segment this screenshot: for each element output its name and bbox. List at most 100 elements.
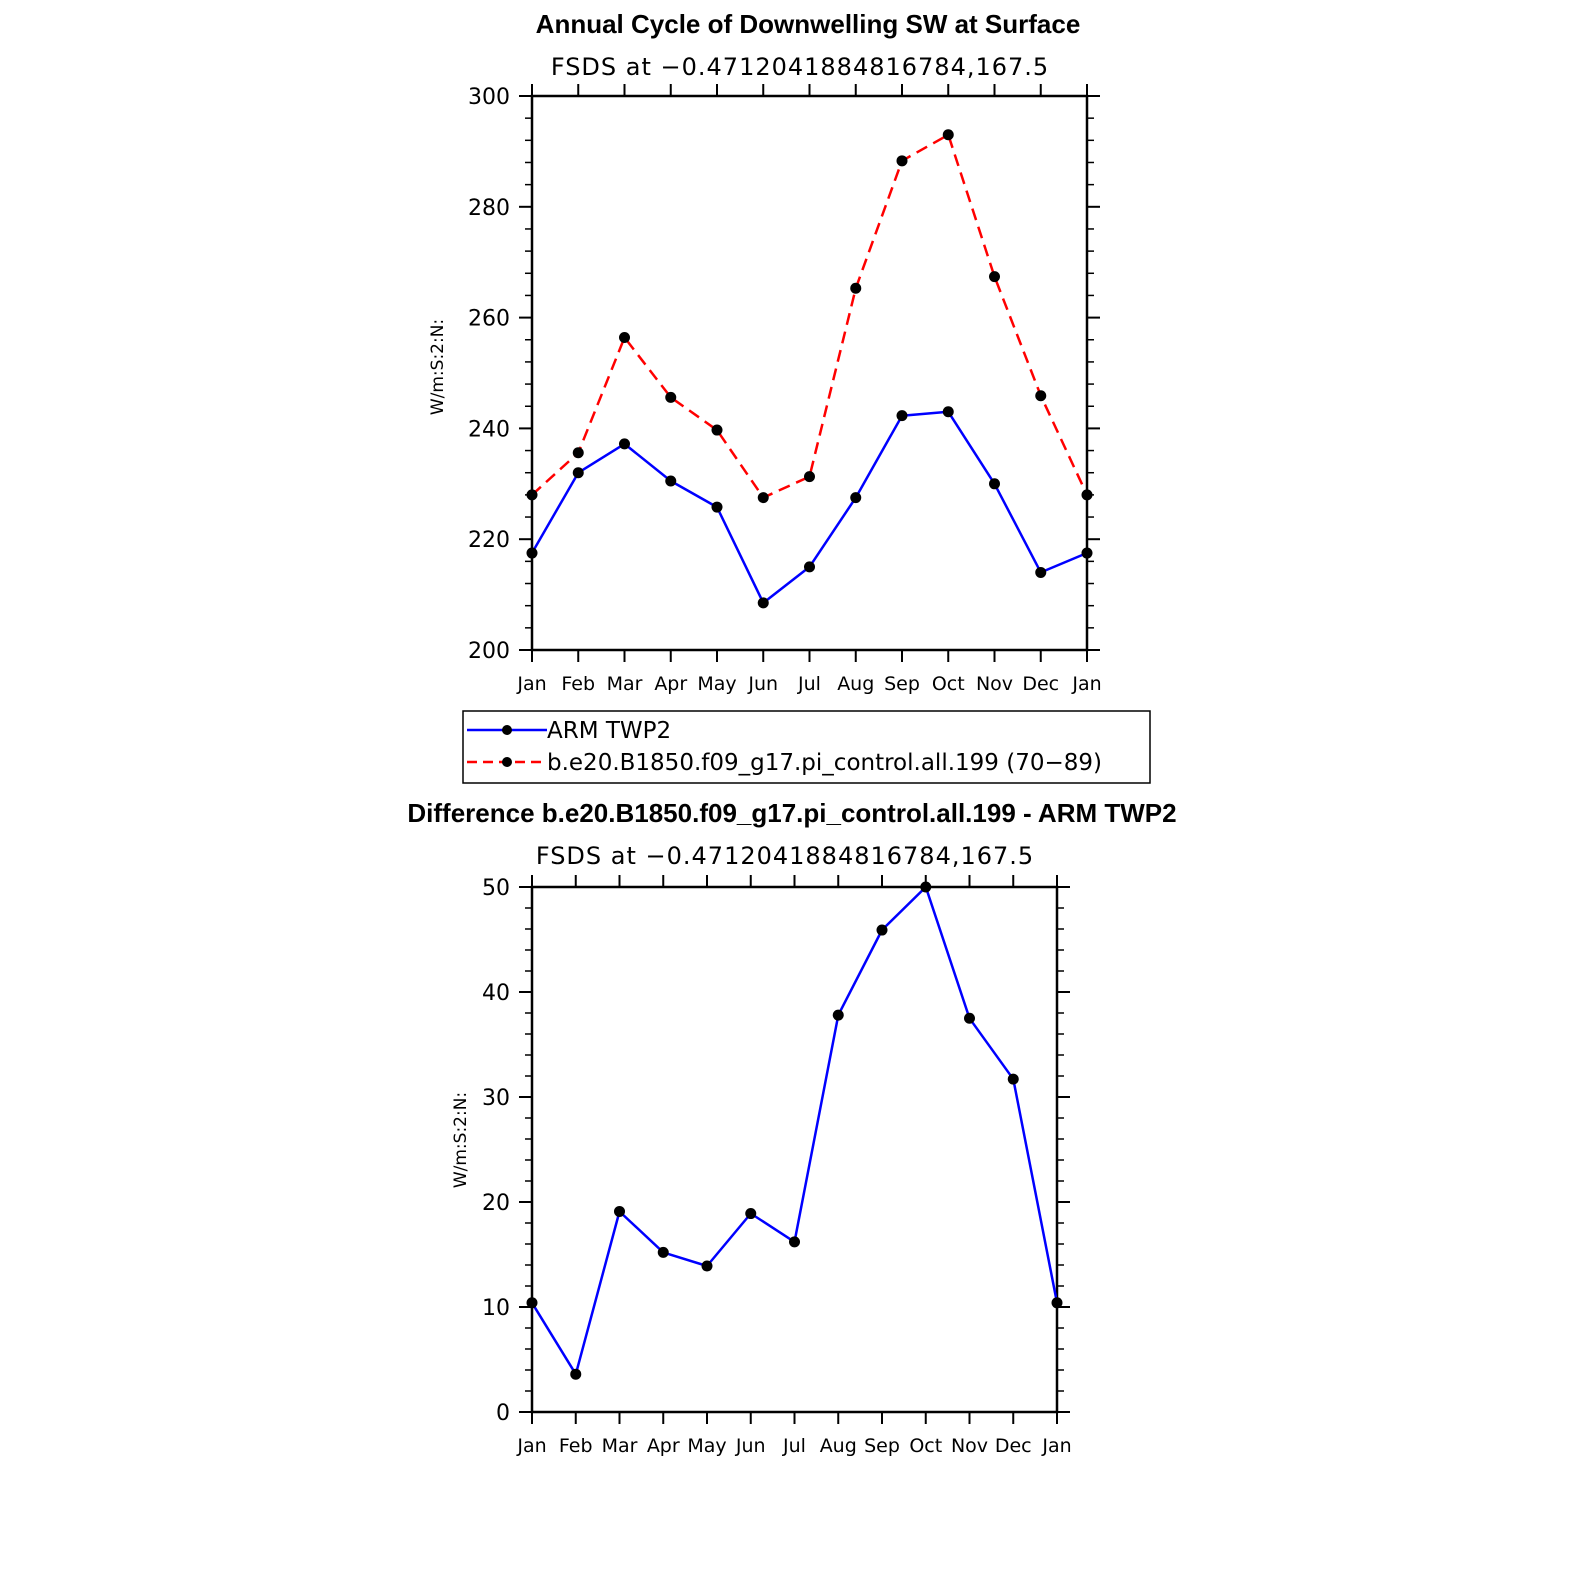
legend-label-series-2: b.e20.B1850.f09_g17.pi_control.all.199 (… <box>547 750 1102 776</box>
chart-title: Annual Cycle of Downwelling SW at Surfac… <box>536 9 1081 39</box>
x-tick-label: Dec <box>1022 673 1059 695</box>
axes: Jan Feb Mar Apr May Jun Jul Aug Sep Oct Nov Dec Jan 2… <box>468 84 1102 695</box>
data-point <box>942 406 954 418</box>
data-point <box>526 547 538 559</box>
data-point <box>711 501 723 513</box>
y-tick-label: 220 <box>468 528 510 553</box>
y-tick-label: 0 <box>496 1401 510 1426</box>
y-tick-label: 50 <box>482 876 510 901</box>
y-tick-label: 280 <box>468 196 510 221</box>
x-tick-label: Nov <box>976 673 1013 695</box>
data-point <box>789 1236 800 1248</box>
data-point <box>614 1205 625 1217</box>
x-tick-label: Dec <box>995 1435 1032 1457</box>
y-tick-label: 260 <box>468 307 510 332</box>
y-axis-label: W/m:S:2:N: <box>451 1092 471 1188</box>
axes: Jan Feb Mar Apr May Jun Jul Aug Sep Oct Nov Dec Jan 0… <box>482 875 1072 1457</box>
y-tick-label: 300 <box>468 85 510 110</box>
data-point <box>920 881 932 893</box>
x-tick-label: Mar <box>607 673 643 695</box>
x-tick-label: May <box>687 1435 726 1457</box>
y-tick-label: 20 <box>482 1191 510 1216</box>
data-point <box>989 478 1000 490</box>
legend-marker-series-2 <box>502 757 512 767</box>
data-point <box>570 1368 582 1380</box>
data-point <box>964 1012 975 1024</box>
y-tick-label: 30 <box>482 1086 510 1111</box>
legend-marker-series-1 <box>502 725 512 735</box>
data-point <box>804 471 815 483</box>
series-line-1 <box>530 410 1088 605</box>
x-tick-label: Jan <box>516 1435 546 1457</box>
y-axis-label: W/m:S:2:N: <box>428 319 448 415</box>
x-tick-label: Jan <box>1071 673 1101 695</box>
data-point <box>1051 1297 1063 1309</box>
series-line-1 <box>530 885 1059 1376</box>
data-point <box>850 492 862 504</box>
x-tick-label: Oct <box>932 673 965 695</box>
y-tick-label: 40 <box>482 981 510 1006</box>
chart-subtitle: FSDS at −0.4712041884816784,167.5 <box>536 842 1034 870</box>
data-point <box>657 1246 669 1258</box>
data-point <box>804 561 815 573</box>
data-point <box>745 1208 757 1220</box>
chart-subtitle: FSDS at −0.4712041884816784,167.5 <box>551 53 1049 81</box>
x-tick-label: Jul <box>797 673 821 695</box>
x-tick-label: Sep <box>864 1435 900 1457</box>
y-tick-label: 200 <box>468 639 510 664</box>
data-point <box>572 447 584 459</box>
annual-cycle-panel: Annual Cycle of Downwelling SW at Surfac… <box>428 9 1102 695</box>
x-tick-label: Jul <box>782 1435 806 1457</box>
data-point <box>526 1297 538 1309</box>
data-point <box>1081 489 1093 501</box>
chart-title: Difference b.e20.B1850.f09_g17.pi_contro… <box>407 798 1176 828</box>
plot-frame <box>530 885 1059 1414</box>
data-point <box>619 438 630 450</box>
x-tick-label: Nov <box>951 1435 988 1457</box>
x-tick-label: Sep <box>884 673 920 695</box>
x-tick-label: Jan <box>516 673 546 695</box>
y-tick-label: 10 <box>482 1296 510 1321</box>
data-point <box>896 410 908 422</box>
data-point <box>526 489 538 501</box>
x-tick-label: Feb <box>561 673 595 695</box>
x-tick-label: May <box>697 673 736 695</box>
x-tick-label: Aug <box>820 1435 857 1457</box>
plot-series <box>526 881 1063 1380</box>
data-point <box>942 129 954 141</box>
data-point <box>1035 566 1047 578</box>
x-tick-label: Mar <box>602 1435 638 1457</box>
data-point <box>832 1009 844 1021</box>
data-point <box>1035 390 1047 402</box>
x-tick-label: Apr <box>654 673 687 695</box>
legend: ARM TWP2 b.e20.B1850.f09_g17.pi_control.… <box>462 710 1151 784</box>
plot-series <box>526 129 1093 609</box>
x-tick-label: Jun <box>747 673 778 695</box>
x-tick-label: Jun <box>735 1435 766 1457</box>
data-point <box>619 332 630 344</box>
difference-panel: Difference b.e20.B1850.f09_g17.pi_contro… <box>407 798 1176 1457</box>
x-tick-label: Feb <box>559 1435 593 1457</box>
x-tick-label: Jan <box>1041 1435 1071 1457</box>
data-point <box>665 475 677 487</box>
x-tick-label: Oct <box>909 1435 942 1457</box>
legend-box <box>462 710 1151 784</box>
series-line-2 <box>531 133 1089 499</box>
data-point <box>1081 547 1093 559</box>
data-point <box>665 391 677 403</box>
data-point <box>989 271 1000 283</box>
data-point <box>1007 1073 1019 1085</box>
x-tick-label: Aug <box>837 673 874 695</box>
data-point <box>757 492 769 504</box>
data-point <box>757 597 769 609</box>
y-tick-label: 240 <box>468 417 510 442</box>
data-point <box>876 924 888 936</box>
data-point <box>896 155 908 167</box>
legend-label-series-1: ARM TWP2 <box>547 718 671 744</box>
data-point <box>701 1260 713 1272</box>
x-tick-label: Apr <box>647 1435 680 1457</box>
data-point <box>572 467 584 479</box>
data-point <box>850 282 862 294</box>
data-point <box>711 424 723 436</box>
